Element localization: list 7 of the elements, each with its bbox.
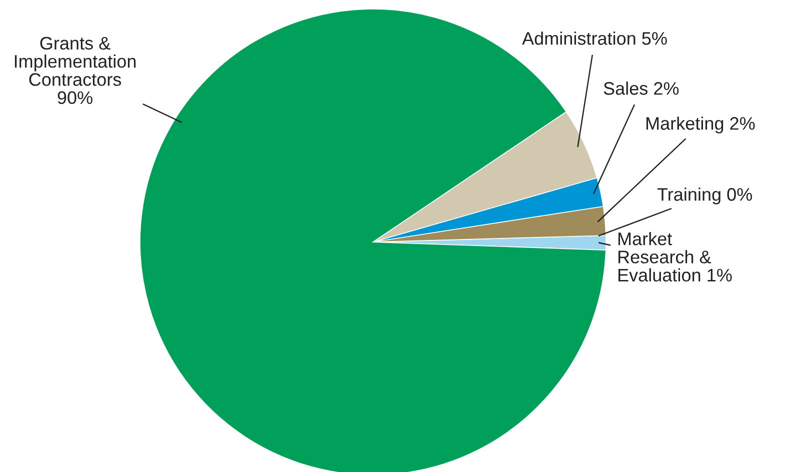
slice-label: Market Research & Evaluation 1% (618, 232, 732, 282)
slice-label: Administration 5% (522, 32, 667, 45)
slice-label: Sales 2% (604, 82, 679, 95)
data-label: 90% (58, 91, 92, 104)
slice-label: Marketing 2% (646, 116, 755, 134)
slice-label: Grants & Implementation Contractors (14, 36, 136, 86)
category-label: Training 0% (657, 188, 752, 204)
